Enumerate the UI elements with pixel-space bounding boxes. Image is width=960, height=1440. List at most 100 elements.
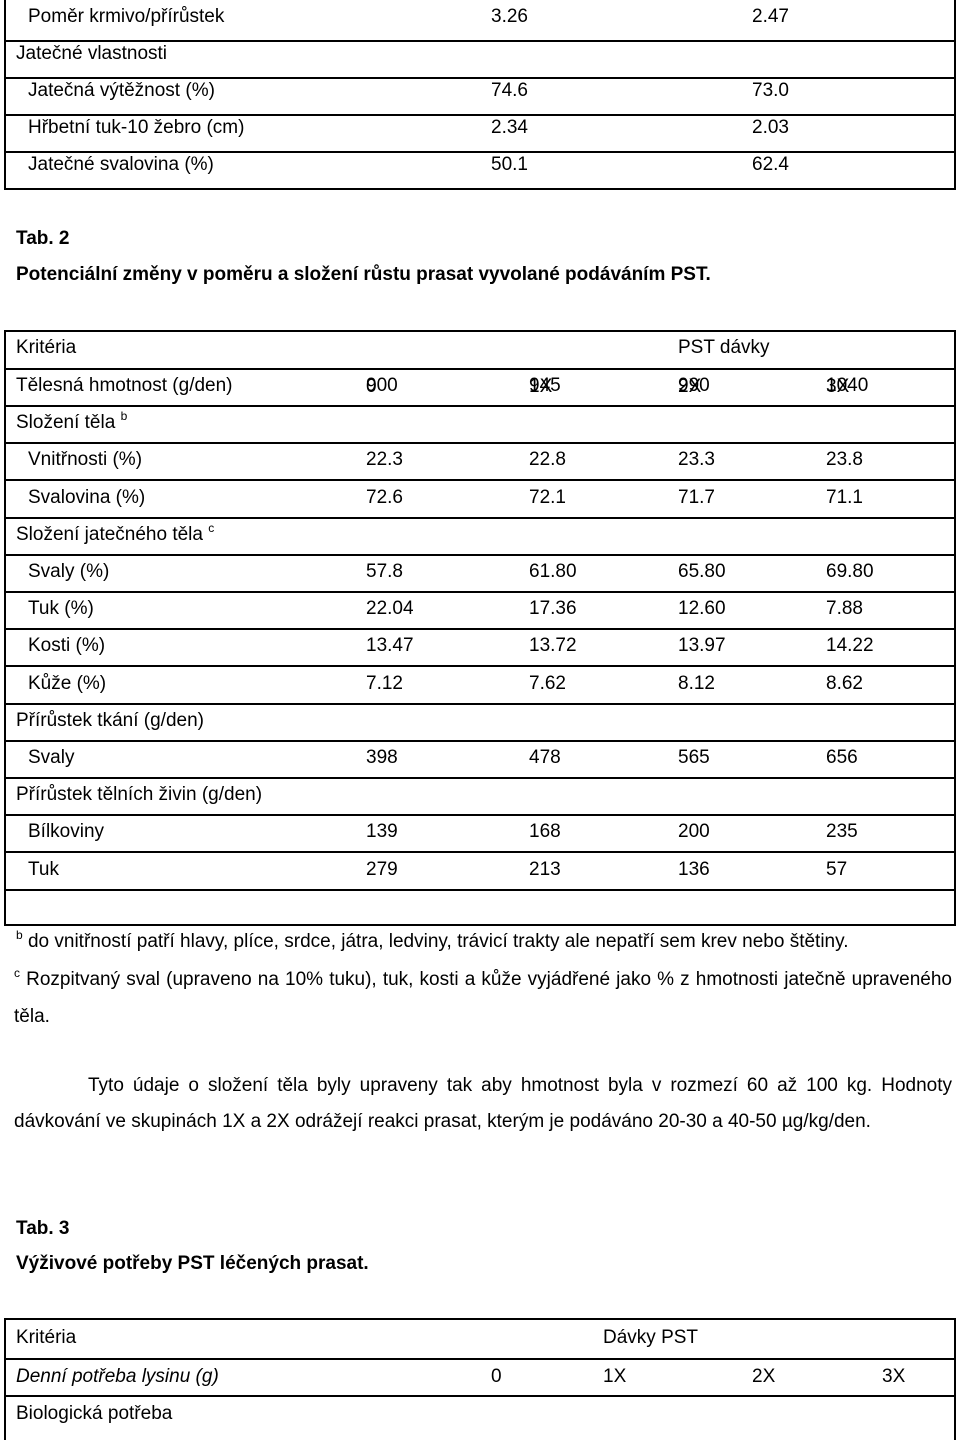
tab-2-cell: 71.7: [678, 487, 715, 508]
tab-2-cell: 1040: [826, 375, 869, 396]
table-row-divider: [4, 479, 956, 481]
tab-2-row-label: Složení jatečného těla c: [16, 521, 215, 546]
tab-2-cell: 398: [366, 747, 398, 768]
footnote-c: c Rozpitvaný sval (upraveno na 10% tuku)…: [14, 962, 952, 1035]
tab-3-cell: 0: [491, 1366, 502, 1387]
table-1-value: 3.26: [491, 6, 528, 27]
footnote-mark: c: [208, 521, 215, 535]
footnote-b-text: do vnitřností patří hlavy, plíce, srdce,…: [27, 931, 849, 952]
tab-2-col-header: 0: [366, 376, 377, 397]
table-row-divider: [4, 665, 956, 667]
table-1-section-label: Jatečné vlastnosti: [16, 43, 168, 64]
table-1-value: 2.03: [752, 117, 789, 138]
tab-3-header-group: Dávky PST: [603, 1327, 699, 1348]
tab-2-cell: 61.80: [529, 561, 577, 582]
table-1-value: 2.34: [491, 117, 528, 138]
tab-2-cell: 13.72: [529, 635, 577, 656]
table-row-divider: [4, 517, 956, 519]
tab-2-cell: 71.1: [826, 487, 863, 508]
table-row-divider: [4, 628, 956, 630]
tab-2-header-group: PST dávky: [678, 337, 770, 358]
tab-3-cell: 2X: [752, 1366, 776, 1387]
tab-2-cell: 65.80: [678, 561, 726, 582]
tab-2-header-criteria: Kritéria: [16, 337, 77, 358]
tab-2-col-header: 1X: [529, 376, 553, 397]
tab-2-cell: 8.62: [826, 673, 863, 694]
tab-2-cell: 7.62: [529, 673, 566, 694]
tab-2-row-label: Složení těla b: [16, 409, 128, 434]
tab-2-cell: 168: [529, 821, 561, 842]
tab-2-row-label: Svaly: [28, 747, 74, 769]
tab-2-row-label: Přírůstek tkání (g/den): [16, 710, 204, 732]
table-1-label: Jatečné svalovina (%): [28, 154, 214, 175]
table-row-divider: [4, 405, 956, 407]
footnote-c-mark: c: [14, 966, 20, 980]
tab-2-cell: 22.04: [366, 598, 414, 619]
table-row-divider: [4, 777, 956, 779]
table-1-label: Poměr krmivo/přírůstek: [28, 6, 225, 27]
tab-2-row-label-text: Tuk (%): [28, 598, 94, 619]
table-row-divider: [4, 554, 956, 556]
table-1-value: 73.0: [752, 80, 789, 101]
footnote-c-text: Rozpitvaný sval (upraveno na 10% tuku), …: [14, 969, 952, 1027]
tab-2-cell: 990: [678, 375, 710, 396]
tab-2-cell: 72.1: [529, 487, 566, 508]
footnote-mark: b: [120, 409, 128, 423]
table-1-value: 2.47: [752, 6, 789, 27]
tab-2-cell: 235: [826, 821, 858, 842]
table-row-divider: [4, 442, 956, 444]
table-row-divider: [4, 591, 956, 593]
tab-2-row-label: Vnitřnosti (%): [28, 449, 142, 471]
table-row-divider: [4, 703, 956, 705]
tab-2-row-label: Kosti (%): [28, 635, 105, 657]
tab-2-cell: 565: [678, 747, 710, 768]
tab-2-cell: 7.88: [826, 598, 863, 619]
tab-2-row-label-text: Tuk: [28, 859, 59, 880]
footnote-b: b do vnitřností patří hlavy, plíce, srdc…: [16, 928, 849, 953]
tab-2-cell: 200: [678, 821, 710, 842]
table-1-value: 62.4: [752, 154, 789, 175]
tab-2-row-label: Bílkoviny: [28, 821, 104, 843]
tab-2-cell: 22.3: [366, 449, 403, 470]
tab-2-cell: 478: [529, 747, 561, 768]
tab-2-cell: 69.80: [826, 561, 874, 582]
tab-2-row-label-text: Vnitřnosti (%): [28, 449, 143, 470]
tab-3-cell: 1X: [603, 1366, 627, 1387]
tab-2-cell: 656: [826, 747, 858, 768]
tab-2-row-label: Tuk (%): [28, 598, 94, 620]
tab-2-cell: 17.36: [529, 598, 577, 619]
tab-2-cell: 900: [366, 375, 398, 396]
tab-2-cell: 72.6: [366, 487, 403, 508]
tab-2-row-label-text: Tělesná hmotnost (g/den): [16, 375, 233, 396]
tab-2-row-label-text: Kosti (%): [28, 635, 106, 656]
tab-3-header-criteria: Kritéria: [16, 1327, 77, 1348]
tab-2-cell: 7.12: [366, 673, 403, 694]
tab-2-cell: 23.8: [826, 449, 863, 470]
tab-2-col-header: 2X: [678, 376, 702, 397]
tab-2-col-header: 3X: [826, 376, 850, 397]
table-1-label: Hřbetní tuk-10 žebro (cm): [28, 117, 245, 138]
tab-2-row-label: Svaly (%): [28, 561, 109, 583]
table-1-label: Jatečná výtěžnost (%): [28, 80, 215, 101]
tab-2-row-label-text: Bílkoviny: [28, 821, 105, 842]
tab-2-cell: 139: [366, 821, 398, 842]
tab-2-row-label: Tuk: [28, 859, 59, 881]
tab-3-number: Tab. 3: [16, 1218, 70, 1239]
tab-2-cell: 13.47: [366, 635, 414, 656]
tab-2-cell: 136: [678, 859, 710, 880]
tab-2-row-label-text: Přírůstek tělních živin (g/den): [16, 784, 263, 805]
tab-2-row-label-text: Složení jatečného těla: [16, 524, 203, 545]
tab-2-row-label-text: Přírůstek tkání (g/den): [16, 710, 204, 731]
tab-3-row-label: Denní potřeba lysinu (g): [16, 1366, 219, 1387]
tab-2-row-label-text: Svaly: [28, 747, 75, 768]
tab-3-row-label: Biologická potřeba: [16, 1403, 173, 1424]
tab-2-cell: 22.8: [529, 449, 566, 470]
tab-2-cell: 279: [366, 859, 398, 880]
tab-2-row-label-text: Složení těla: [16, 412, 116, 433]
table-row-divider: [4, 889, 956, 891]
table-row-divider: [4, 851, 956, 853]
tab-2-cell: 57.8: [366, 561, 403, 582]
tab-2-cell: 23.3: [678, 449, 715, 470]
tab-2-cell: 14.22: [826, 635, 874, 656]
table-1-value: 74.6: [491, 80, 528, 101]
